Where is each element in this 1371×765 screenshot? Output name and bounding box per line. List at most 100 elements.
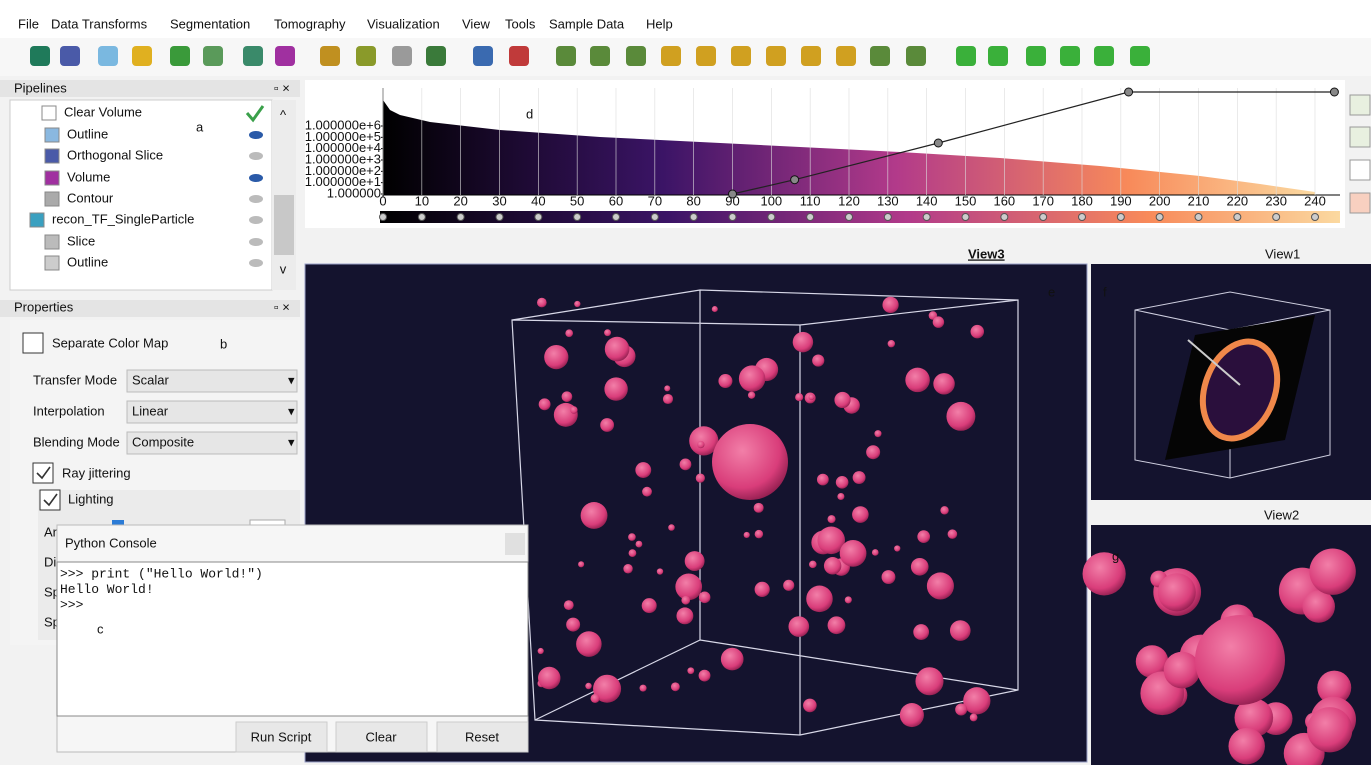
button[interactable] <box>436 721 529 753</box>
pipeline-item[interactable]: Clear Volume <box>64 104 142 119</box>
color-node[interactable] <box>1272 213 1281 221</box>
color-node[interactable] <box>728 213 737 221</box>
checkbox[interactable] <box>39 489 61 511</box>
checkbox[interactable] <box>22 332 44 354</box>
color-node[interactable] <box>961 213 970 221</box>
pipeline-item[interactable]: Volume <box>67 169 110 184</box>
toolbar-icon[interactable] <box>60 46 80 66</box>
visibility-icon[interactable] <box>249 238 263 246</box>
color-node[interactable] <box>495 213 504 221</box>
toolbar-icon[interactable] <box>1026 46 1046 66</box>
color-node[interactable] <box>806 213 815 221</box>
dropdown[interactable] <box>126 400 298 424</box>
color-node[interactable] <box>1155 213 1164 221</box>
visibility-icon[interactable] <box>249 131 263 139</box>
tool-button[interactable] <box>1349 126 1371 148</box>
color-node[interactable] <box>1194 213 1203 221</box>
menu-item[interactable]: Data Transforms <box>51 16 148 31</box>
toolbar-icon[interactable] <box>836 46 856 66</box>
toolbar-icon[interactable] <box>509 46 529 66</box>
toolbar-icon[interactable] <box>988 46 1008 66</box>
scroll-up[interactable]: ^ <box>280 107 287 122</box>
tool-button[interactable] <box>1349 94 1371 116</box>
toolbar-icon[interactable] <box>696 46 716 66</box>
toolbar-icon[interactable] <box>203 46 223 66</box>
slider-handle[interactable] <box>112 520 124 526</box>
toolbar-icon[interactable] <box>1094 46 1114 66</box>
toolbar-icon[interactable] <box>426 46 446 66</box>
toolbar-icon[interactable] <box>731 46 751 66</box>
toolbar-icon[interactable] <box>170 46 190 66</box>
menu-item[interactable]: File <box>18 16 39 31</box>
toolbar-icon[interactable] <box>870 46 890 66</box>
menu-item[interactable]: Sample Data <box>549 16 625 31</box>
color-node[interactable] <box>1000 213 1009 221</box>
toolbar-icon[interactable] <box>30 46 50 66</box>
opacity-node[interactable] <box>933 138 943 148</box>
opacity-node[interactable] <box>728 189 737 199</box>
pipeline-item[interactable]: Outline <box>67 254 108 269</box>
color-node[interactable] <box>689 213 698 221</box>
toolbar-icon[interactable] <box>320 46 340 66</box>
close-button[interactable] <box>505 533 525 555</box>
toolbar-icon[interactable] <box>1130 46 1150 66</box>
opacity-node[interactable] <box>790 175 800 185</box>
color-node[interactable] <box>379 213 387 221</box>
checkbox[interactable] <box>32 462 54 484</box>
visibility-icon[interactable] <box>249 259 263 267</box>
color-node[interactable] <box>456 213 465 221</box>
color-node[interactable] <box>883 213 892 221</box>
dropdown[interactable] <box>126 369 298 393</box>
toolbar-icon[interactable] <box>473 46 493 66</box>
toolbar-icon[interactable] <box>275 46 295 66</box>
color-node[interactable] <box>922 213 931 221</box>
dropdown[interactable] <box>126 431 298 455</box>
pipeline-item[interactable]: Contour <box>67 190 114 205</box>
toolbar-icon[interactable] <box>98 46 118 66</box>
toolbar-icon[interactable] <box>801 46 821 66</box>
color-node[interactable] <box>534 213 543 221</box>
menu-item[interactable]: Help <box>646 16 673 31</box>
menu-item[interactable]: Tools <box>505 16 536 31</box>
button[interactable] <box>335 721 428 753</box>
toolbar-icon[interactable] <box>590 46 610 66</box>
button[interactable] <box>235 721 328 753</box>
color-node[interactable] <box>845 213 853 221</box>
menu-item[interactable]: Tomography <box>274 16 346 31</box>
scroll-thumb[interactable] <box>274 195 294 255</box>
menu-item[interactable]: View <box>462 16 491 31</box>
visibility-icon[interactable] <box>249 216 263 224</box>
tool-button[interactable] <box>1349 159 1371 181</box>
toolbar-icon[interactable] <box>356 46 376 66</box>
scroll-down[interactable]: v <box>280 261 287 276</box>
visibility-icon[interactable] <box>249 174 263 182</box>
color-node[interactable] <box>1311 213 1319 221</box>
color-node[interactable] <box>1039 213 1048 221</box>
color-node[interactable] <box>612 213 620 221</box>
color-node[interactable] <box>767 213 776 221</box>
toolbar-icon[interactable] <box>766 46 786 66</box>
visibility-icon[interactable] <box>249 195 263 203</box>
opacity-node[interactable] <box>1124 87 1134 97</box>
pipeline-item[interactable]: Outline <box>67 126 108 141</box>
color-node[interactable] <box>573 213 582 221</box>
tool-button[interactable] <box>1349 192 1371 214</box>
pipeline-item[interactable]: recon_TF_SingleParticle <box>52 211 194 226</box>
toolbar-icon[interactable] <box>661 46 681 66</box>
color-node[interactable] <box>417 213 426 221</box>
pipeline-item[interactable]: Orthogonal Slice <box>67 147 163 162</box>
color-node[interactable] <box>1078 213 1086 221</box>
color-node[interactable] <box>1116 213 1125 221</box>
color-node[interactable] <box>1233 213 1242 221</box>
color-node[interactable] <box>650 213 659 221</box>
toolbar-icon[interactable] <box>556 46 576 66</box>
opacity-node[interactable] <box>1329 87 1339 97</box>
toolbar-icon[interactable] <box>392 46 412 66</box>
pipeline-item[interactable]: Slice <box>67 233 95 248</box>
toolbar-icon[interactable] <box>906 46 926 66</box>
menu-item[interactable]: Visualization <box>367 16 440 31</box>
toolbar-icon[interactable] <box>1060 46 1080 66</box>
visibility-icon[interactable] <box>249 152 263 160</box>
toolbar-icon[interactable] <box>626 46 646 66</box>
menu-item[interactable]: Segmentation <box>170 16 250 31</box>
